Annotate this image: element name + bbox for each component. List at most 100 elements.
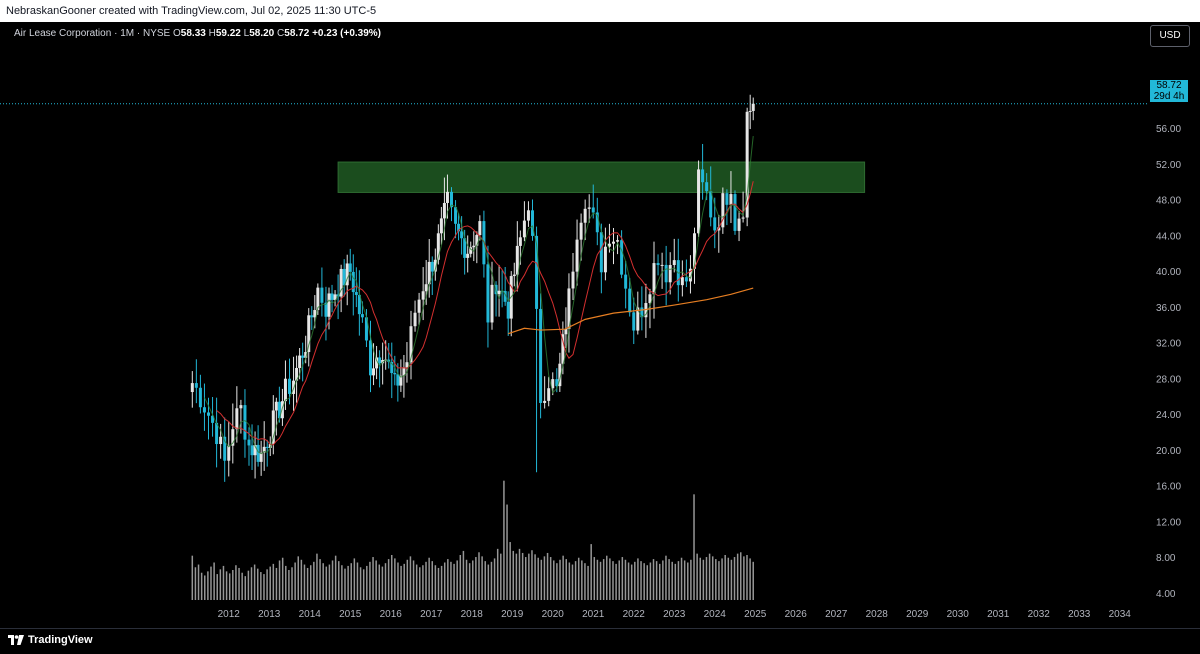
candle-body bbox=[442, 202, 446, 219]
candle-body bbox=[561, 334, 565, 364]
volume-bar bbox=[378, 564, 381, 600]
volume-bar bbox=[609, 558, 611, 600]
volume-bar bbox=[328, 564, 331, 600]
volume-bar bbox=[481, 556, 483, 600]
candle-body bbox=[713, 217, 717, 231]
candle-body bbox=[472, 245, 476, 248]
open-label: O bbox=[173, 28, 181, 39]
candle-body bbox=[640, 307, 644, 318]
volume-bar bbox=[581, 560, 583, 600]
volume-bar bbox=[540, 559, 543, 600]
candle-body bbox=[547, 388, 551, 401]
volume-bar bbox=[618, 560, 620, 600]
volume-bar bbox=[216, 574, 218, 600]
interval-label: 1M bbox=[120, 28, 135, 39]
candle-body bbox=[369, 340, 372, 376]
y-tick-label: 20.00 bbox=[1156, 446, 1181, 457]
chart-area[interactable]: 60.0056.0052.0048.0044.0040.0036.0032.00… bbox=[0, 22, 1200, 628]
volume-bar bbox=[515, 553, 518, 600]
y-tick-label: 52.00 bbox=[1156, 160, 1181, 171]
x-tick-label: 2026 bbox=[785, 609, 808, 620]
volume-bar bbox=[272, 563, 275, 600]
short-moving-average bbox=[216, 181, 754, 446]
candle-body bbox=[607, 243, 611, 247]
candle-body bbox=[360, 314, 364, 318]
volume-bar bbox=[649, 562, 652, 600]
candle-body bbox=[259, 452, 263, 462]
candle-body bbox=[301, 355, 305, 358]
volume-bar bbox=[309, 565, 312, 600]
bar-countdown: 29d 4h bbox=[1153, 91, 1185, 102]
candle-body bbox=[632, 312, 636, 331]
volume-bar bbox=[306, 567, 309, 600]
candle-body bbox=[399, 375, 403, 386]
candle-body bbox=[351, 271, 355, 293]
price-chart[interactable]: 60.0056.0052.0048.0044.0040.0036.0032.00… bbox=[0, 22, 1200, 628]
candle-body bbox=[539, 308, 543, 403]
candle-body bbox=[345, 263, 349, 286]
y-tick-label: 48.00 bbox=[1156, 196, 1181, 207]
candle-body bbox=[262, 446, 266, 453]
volume-bar bbox=[687, 562, 689, 600]
volume-bar bbox=[319, 559, 321, 600]
volume-bar bbox=[702, 559, 705, 600]
close-value: 58.72 bbox=[284, 28, 310, 39]
volume-bar bbox=[437, 567, 440, 600]
volume-bar bbox=[696, 553, 698, 600]
candle-body bbox=[748, 110, 752, 112]
volume-bar bbox=[528, 553, 530, 600]
volume-bar bbox=[509, 542, 511, 600]
volume-bar bbox=[549, 557, 552, 600]
symbol-name: Air Lease Corporation bbox=[14, 28, 112, 39]
x-tick-label: 2022 bbox=[623, 609, 646, 620]
volume-bar bbox=[736, 553, 739, 600]
volume-bar bbox=[746, 555, 748, 600]
candle-body bbox=[486, 264, 490, 323]
candle-body bbox=[313, 310, 317, 318]
candle-body bbox=[709, 191, 713, 218]
candle-body bbox=[497, 290, 501, 295]
attribution-header: NebraskanGooner created with TradingView… bbox=[0, 0, 1200, 22]
volume-bar bbox=[462, 550, 465, 600]
volume-bar bbox=[665, 555, 667, 600]
volume-bar bbox=[350, 563, 352, 600]
volume-bar bbox=[637, 558, 639, 600]
tradingview-logo[interactable]: TradingView bbox=[8, 634, 93, 646]
candle-body bbox=[705, 182, 709, 192]
symbol-legend[interactable]: Air Lease Corporation · 1M · NYSE O58.33… bbox=[14, 28, 381, 39]
candle-body bbox=[571, 271, 575, 289]
candle-body bbox=[591, 207, 595, 213]
candle-body bbox=[616, 240, 620, 242]
candle-body bbox=[227, 445, 231, 461]
candle-body bbox=[463, 238, 467, 258]
candle-body bbox=[668, 265, 672, 283]
volume-bar bbox=[447, 559, 449, 600]
candle-body bbox=[223, 436, 227, 461]
candle-body bbox=[583, 208, 587, 223]
candle-body bbox=[660, 264, 664, 266]
volume-bar bbox=[228, 573, 231, 600]
candle-body bbox=[194, 383, 198, 388]
volume-bar bbox=[440, 565, 443, 600]
volume-bar bbox=[278, 560, 281, 600]
volume-bar bbox=[487, 564, 490, 600]
x-tick-label: 2030 bbox=[947, 609, 970, 620]
y-tick-label: 12.00 bbox=[1156, 517, 1181, 528]
x-tick-label: 2016 bbox=[380, 609, 403, 620]
volume-bar bbox=[543, 556, 546, 600]
volume-bar bbox=[634, 561, 636, 600]
volume-bar bbox=[693, 494, 695, 600]
volume-bar bbox=[615, 563, 617, 600]
y-tick-label: 36.00 bbox=[1156, 303, 1181, 314]
x-tick-label: 2034 bbox=[1109, 609, 1132, 620]
y-tick-label: 44.00 bbox=[1156, 231, 1181, 242]
candle-body bbox=[190, 383, 194, 393]
currency-button[interactable]: USD bbox=[1150, 25, 1190, 47]
candle-body bbox=[235, 408, 239, 430]
volume-bar bbox=[250, 567, 253, 600]
volume-bar bbox=[568, 562, 571, 600]
volume-bar bbox=[562, 555, 564, 600]
volume-bar bbox=[727, 557, 730, 600]
candle-body bbox=[684, 277, 688, 282]
volume-bar bbox=[372, 557, 374, 600]
